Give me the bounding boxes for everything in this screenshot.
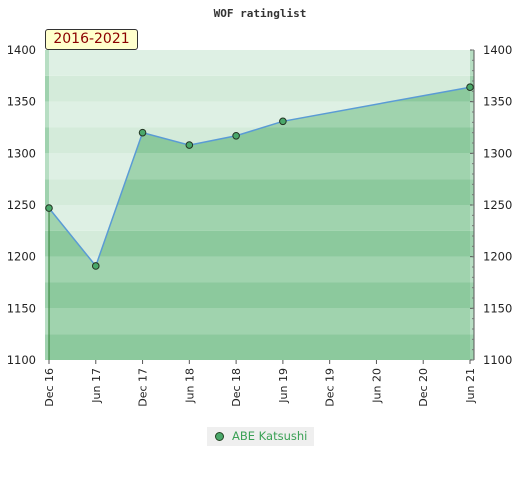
legend-series-label: ABE Katsushi [232, 429, 308, 443]
area-above-line [49, 50, 470, 266]
data-point [45, 204, 53, 212]
x-tick-label: Dec 17 [137, 368, 150, 407]
y-tick-label-right: 1250 [483, 198, 512, 212]
background-band [45, 256, 474, 283]
y-tick-label-left: 1100 [7, 353, 36, 367]
y-tick-label-left: 1300 [7, 146, 36, 160]
data-points [45, 83, 474, 270]
x-tick-label: Jun 21 [464, 368, 477, 404]
y-tick-label-left: 1150 [7, 301, 36, 315]
data-point [466, 83, 474, 91]
y-tick-label-right: 1350 [483, 95, 512, 109]
x-tick-label: Jun 19 [277, 368, 290, 404]
data-point [138, 128, 147, 137]
area-fill [49, 50, 470, 360]
y-tick-label-right: 1300 [483, 146, 512, 160]
y-tick-label-left: 1400 [7, 43, 36, 57]
y-tick-label-right: 1400 [483, 43, 512, 57]
period-label: 2016-2021 [53, 31, 130, 47]
x-tick-label: Dec 18 [230, 368, 243, 407]
y-tick-label-right: 1100 [483, 353, 512, 367]
x-tick-label: Jun 17 [90, 368, 103, 404]
background-band [45, 282, 474, 309]
background-band [45, 205, 474, 231]
y-tick-label-left: 1200 [7, 250, 36, 264]
background-band [45, 230, 474, 257]
chart-title: WOF ratinglist [214, 7, 307, 20]
legend-marker-icon [215, 432, 224, 441]
x-tick-label: Dec 19 [324, 368, 337, 407]
y-axis-right: 1100 1150 1200 1250 1300 1350 1400 [470, 43, 512, 367]
legend[interactable]: ABE Katsushi [207, 427, 314, 446]
data-point [91, 262, 100, 270]
period-badge: 2016-2021 [45, 29, 138, 50]
background-band [45, 308, 474, 335]
x-axis: Dec 16 Jun 17 Dec 17 Jun 18 Dec 18 Jun 19 Dec … [43, 360, 477, 407]
area-under-line [49, 87, 470, 360]
x-tick-label: Jun 20 [370, 368, 383, 404]
data-point [279, 117, 287, 126]
y-tick-label-left: 1350 [7, 95, 36, 109]
y-tick-label-left: 1250 [7, 198, 36, 212]
x-tick-label: Dec 16 [43, 368, 56, 407]
y-axis-left: 1100 1150 1200 1250 1300 1350 1400 [7, 43, 36, 367]
y-tick-label-right: 1150 [483, 301, 512, 315]
x-tick-label: Dec 20 [417, 368, 430, 407]
y-tick-label-right: 1200 [483, 250, 512, 264]
data-point [185, 141, 194, 149]
x-tick-label: Jun 18 [183, 368, 196, 404]
data-point [232, 131, 240, 140]
background-band [45, 334, 474, 360]
